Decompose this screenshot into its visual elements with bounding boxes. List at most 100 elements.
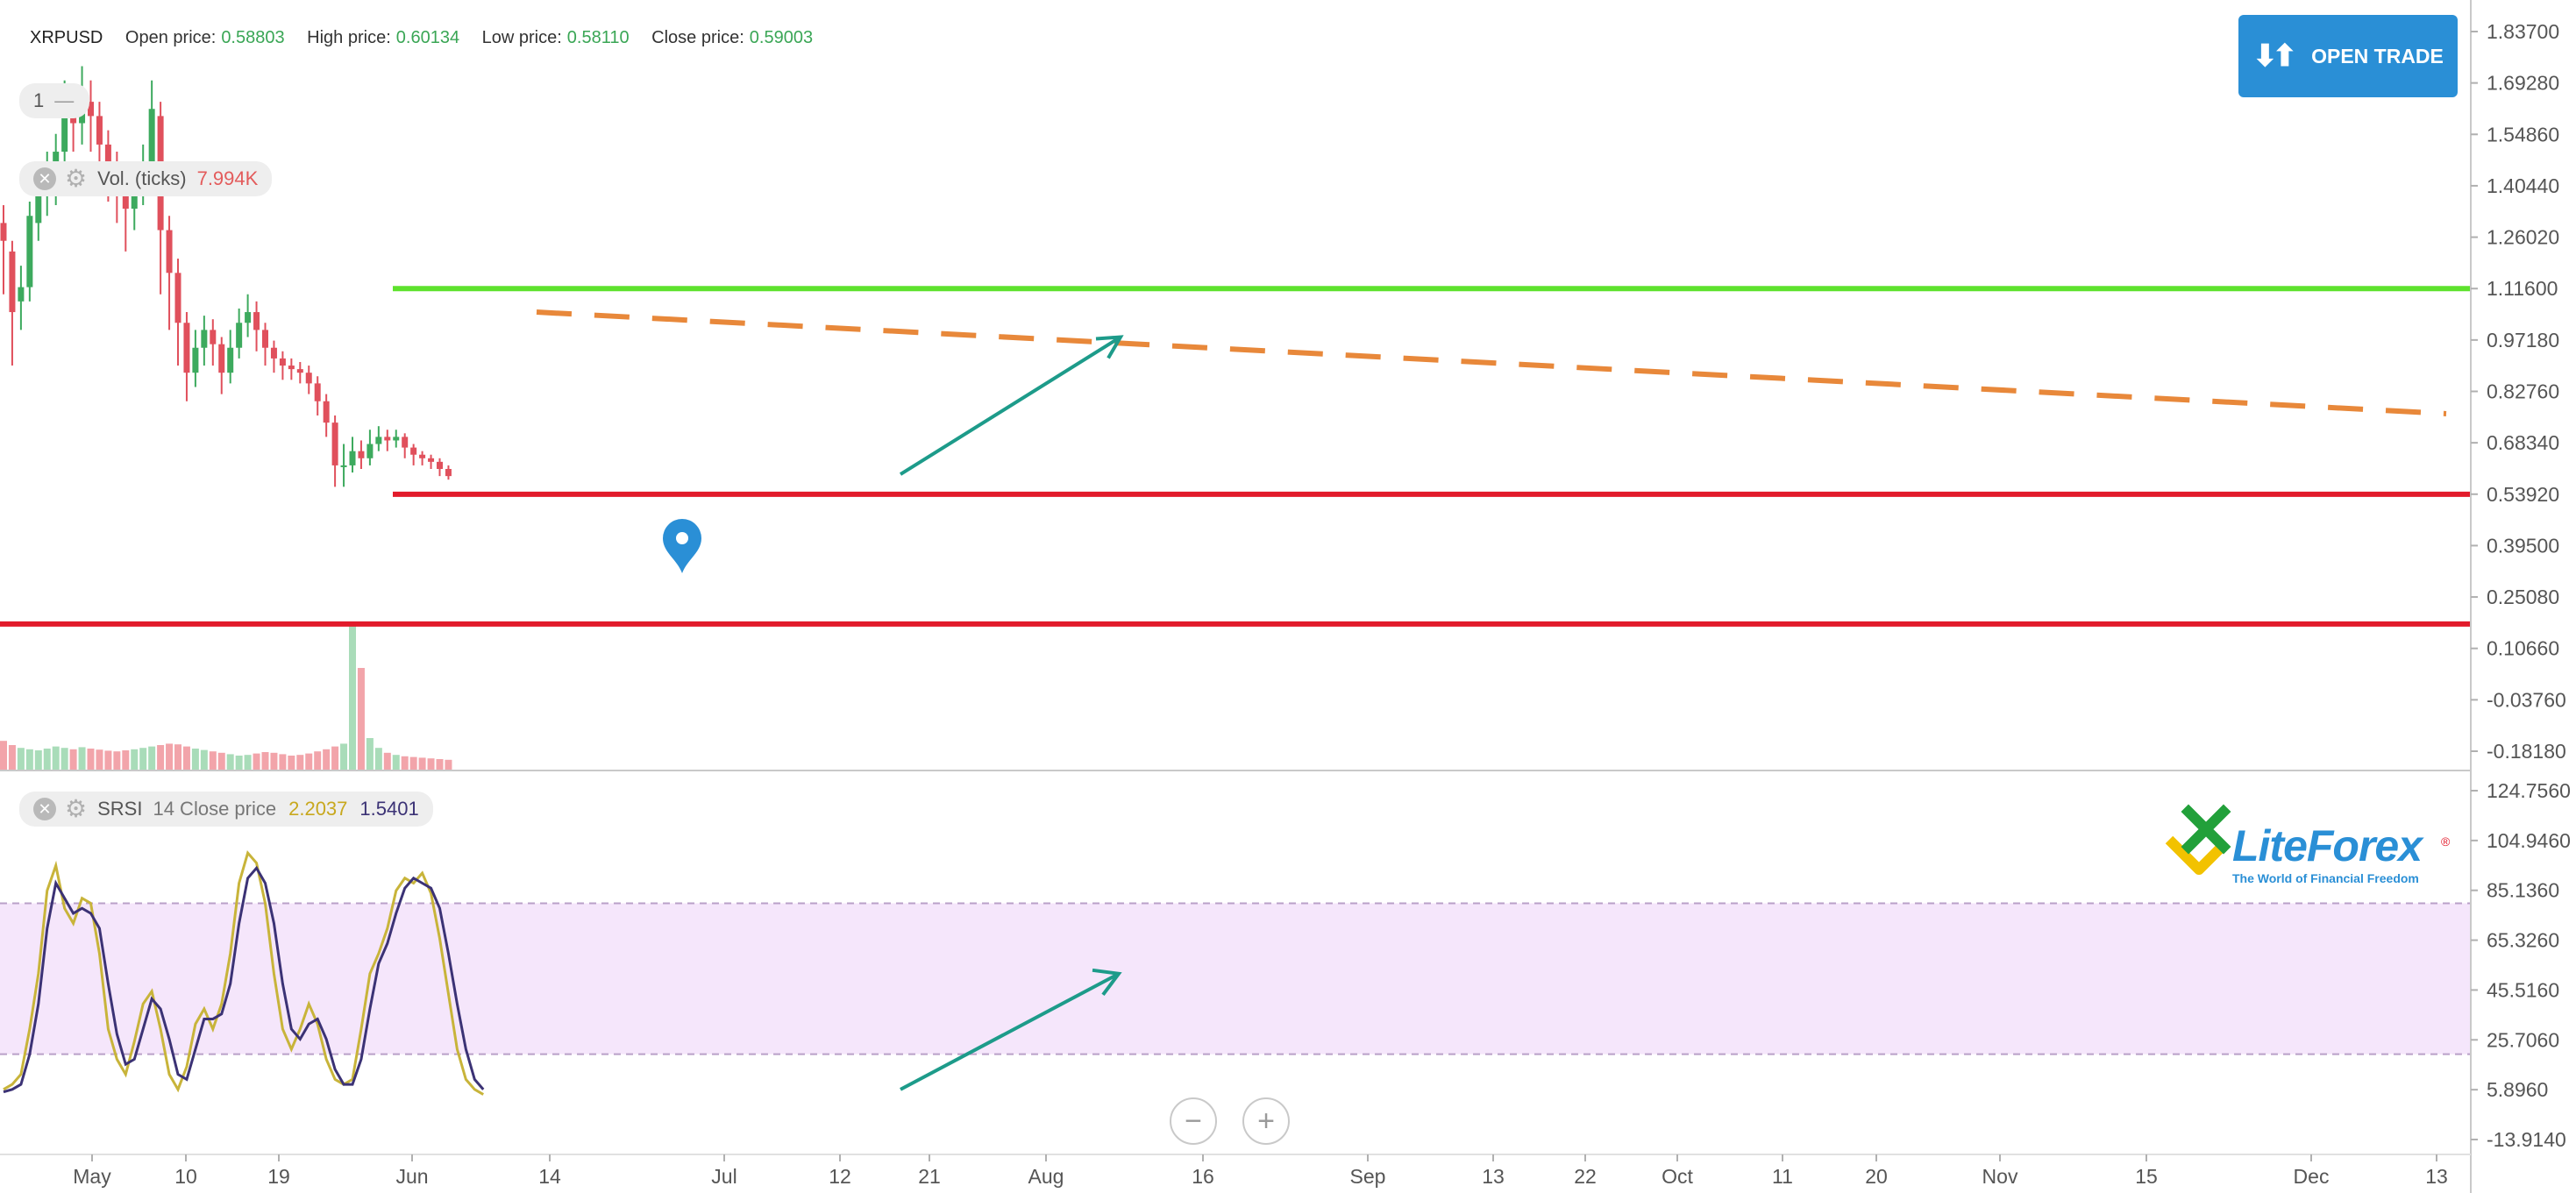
- time-tick-label: 15: [2135, 1165, 2158, 1188]
- srsi-projection-arrow[interactable]: [900, 972, 1120, 1091]
- price-tick-label: 1.26020: [2487, 226, 2559, 249]
- srsi-d-value: 1.5401: [359, 798, 419, 820]
- volume-bar: [34, 750, 42, 770]
- time-tick-label: Jun: [395, 1165, 428, 1188]
- srsi-d-line: [3, 865, 485, 1094]
- candle-body: [245, 312, 252, 323]
- candle-body: [88, 102, 94, 117]
- srsi-indicator-pill[interactable]: ✕ ⚙ SRSI 14 Close price 2.2037 1.5401: [19, 792, 433, 827]
- volume-bar: [78, 747, 86, 770]
- srsi-axis: 124.7560 104.9460 85.1360 65.3260 45.5160 25.…: [2471, 779, 2571, 1151]
- volume-bar: [69, 749, 77, 770]
- volume-bar: [17, 748, 25, 770]
- liteforex-logo: LiteForex ® The World of Financial Freed…: [2162, 796, 2460, 892]
- gear-icon[interactable]: ⚙: [65, 165, 88, 192]
- candle-body: [384, 437, 391, 441]
- time-tick-label: 10: [174, 1165, 197, 1188]
- time-tick-label: Dec: [2294, 1165, 2330, 1188]
- volume-bar: [331, 746, 339, 770]
- low-price-label: Low price:: [481, 28, 562, 47]
- candle-body: [445, 468, 452, 477]
- candle-body: [419, 454, 426, 458]
- srsi-tick-label: 65.3260: [2487, 929, 2559, 952]
- volume-bar: [253, 753, 260, 770]
- time-tick-label: 22: [1574, 1165, 1597, 1188]
- logo-tagline: The World of Financial Freedom: [2232, 871, 2419, 885]
- candle-body: [96, 116, 103, 145]
- logo-registered: ®: [2441, 834, 2451, 849]
- volume-bar: [157, 745, 165, 770]
- volume-bar: [217, 752, 225, 770]
- close-icon[interactable]: ✕: [33, 167, 56, 190]
- candle-body: [253, 312, 260, 330]
- volume-bar: [0, 741, 7, 770]
- price-projection-arrow[interactable]: [899, 335, 1122, 476]
- volume-bar: [131, 749, 139, 770]
- volume-bar: [235, 756, 243, 770]
- zoom-out-button[interactable]: −: [1170, 1097, 1217, 1145]
- srsi-tick-label: 45.5160: [2487, 978, 2559, 1001]
- time-tick-label: 21: [918, 1165, 941, 1188]
- volume-bar: [374, 748, 382, 770]
- srsi-tick-label: 85.1360: [2487, 879, 2559, 902]
- candle-body: [358, 451, 365, 458]
- volume-bar: [418, 757, 426, 770]
- price-tick-label: 0.68340: [2487, 431, 2559, 454]
- candle-body: [428, 458, 435, 462]
- location-pin-icon[interactable]: [663, 519, 701, 573]
- gear-icon[interactable]: ⚙: [65, 795, 88, 822]
- volume-bar: [174, 744, 181, 770]
- srsi-tick-label: 104.9460: [2487, 829, 2571, 852]
- volume-bar: [383, 752, 391, 770]
- time-tick-label: 12: [829, 1165, 851, 1188]
- srsi-tick-label: 5.8960: [2487, 1078, 2548, 1101]
- candle-body: [61, 109, 68, 153]
- volume-bar: [270, 752, 278, 770]
- close-icon[interactable]: ✕: [33, 798, 56, 820]
- volume-bar: [288, 756, 295, 770]
- volume-indicator-pill[interactable]: ✕ ⚙ Vol. (ticks) 7.994K: [19, 161, 273, 196]
- candle-body: [236, 323, 243, 348]
- price-tick-label: 0.82760: [2487, 380, 2559, 403]
- srsi-tick-label: 25.7060: [2487, 1028, 2559, 1051]
- volume-bar: [209, 751, 217, 770]
- candle-body: [18, 287, 25, 302]
- volume-bar: [43, 749, 51, 770]
- volume-bar: [401, 756, 409, 770]
- time-tick-label: Nov: [1982, 1165, 2018, 1188]
- layer-toggle[interactable]: 1 —: [19, 83, 89, 118]
- volume-bar: [244, 755, 252, 770]
- price-header: XRPUSD Open price: 0.58803 High price: 0.6…: [30, 28, 830, 48]
- price-tick-label: 1.54860: [2487, 123, 2559, 146]
- volume-bar: [122, 750, 130, 770]
- volume-bar: [392, 755, 400, 770]
- candle-body: [227, 347, 234, 373]
- close-price-value: 0.59003: [749, 28, 814, 47]
- candle-body: [9, 251, 16, 313]
- srsi-tick-label: -13.9140: [2487, 1128, 2566, 1151]
- candle-body: [131, 187, 138, 209]
- srsi-arrow-head: [1092, 968, 1122, 997]
- volume-bar: [104, 750, 112, 770]
- volume-bar: [191, 749, 199, 770]
- volume-bar: [261, 752, 269, 770]
- time-tick-label: 13: [2425, 1165, 2448, 1188]
- candle-body: [331, 423, 338, 465]
- volume-bar: [296, 755, 304, 770]
- volume-bar: [445, 759, 452, 770]
- price-tick-label: 0.25080: [2487, 586, 2559, 608]
- volume-bar: [87, 749, 95, 770]
- candle-body: [375, 437, 382, 444]
- candle-body: [0, 223, 7, 241]
- candle-body: [410, 447, 417, 455]
- candle-body: [183, 323, 190, 373]
- open-trade-button[interactable]: ⬇⬆ OPEN TRADE: [2238, 15, 2458, 97]
- candle-body: [270, 347, 277, 359]
- price-tick-label: 0.97180: [2487, 329, 2559, 352]
- candle-body: [349, 451, 356, 465]
- zoom-in-button[interactable]: +: [1242, 1097, 1290, 1145]
- volume-bar: [52, 746, 60, 770]
- srsi-indicator-params: 14 Close price: [153, 798, 277, 820]
- dashed-trendline[interactable]: [536, 309, 2447, 416]
